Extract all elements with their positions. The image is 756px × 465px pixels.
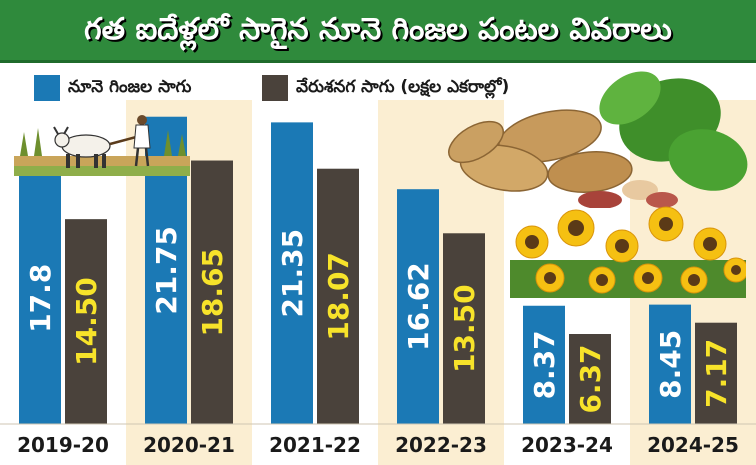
data-label: 18.07 [322, 252, 355, 341]
bar-groundnut-2020-21 [191, 160, 233, 424]
data-label: 18.65 [196, 248, 229, 337]
bar-groundnut-2021-22 [317, 168, 359, 424]
data-label: 13.50 [448, 284, 481, 373]
data-label: 14.50 [70, 277, 103, 366]
data-label: 17.8 [24, 264, 57, 333]
data-label: 8.37 [528, 330, 561, 399]
legend-label-groundnut: వేరుశనగ సాగు (లక్షల ఎకరాల్లో) [296, 77, 510, 97]
chart-title: గత ఐదేళ్లలో సాగైన నూనె గింజల పంటల వివరాల… [84, 12, 672, 47]
sunflowers-icon [510, 206, 746, 298]
bar-oilseeds-2021-22 [271, 122, 313, 425]
data-label: 8.45 [654, 330, 687, 399]
x-tick-label: 2019-20 [17, 433, 109, 457]
legend-label-oilseeds: నూనె గింజల సాగు [68, 77, 192, 97]
x-tick-label: 2022-23 [395, 433, 487, 457]
data-label: 6.37 [574, 344, 607, 413]
legend-swatch-oilseeds [34, 75, 60, 101]
bar-groundnut-2019-20 [65, 219, 107, 424]
x-tick-label: 2020-21 [143, 433, 235, 457]
bar-groundnut-2023-24 [569, 334, 611, 424]
bar-oilseeds-2023-24 [523, 305, 565, 424]
data-label: 16.62 [402, 262, 435, 351]
data-label: 21.35 [276, 229, 309, 318]
legend-swatch-groundnut [262, 75, 288, 101]
x-tick-label: 2023-24 [521, 433, 613, 457]
bar-groundnut-2024-25 [695, 322, 737, 424]
x-tick-label: 2021-22 [269, 433, 361, 457]
title-banner [0, 0, 756, 63]
farmer-plowing-icon [14, 115, 190, 176]
x-tick-label: 2024-25 [647, 433, 739, 457]
bar-groundnut-2022-23 [443, 233, 485, 424]
bar-oilseeds-2022-23 [397, 189, 439, 424]
bar-oilseeds-2019-20 [19, 172, 61, 424]
data-label: 7.17 [700, 339, 733, 408]
data-label: 21.75 [150, 226, 183, 315]
peanuts-icon [448, 71, 748, 208]
bar-oilseeds-2024-25 [649, 304, 691, 424]
